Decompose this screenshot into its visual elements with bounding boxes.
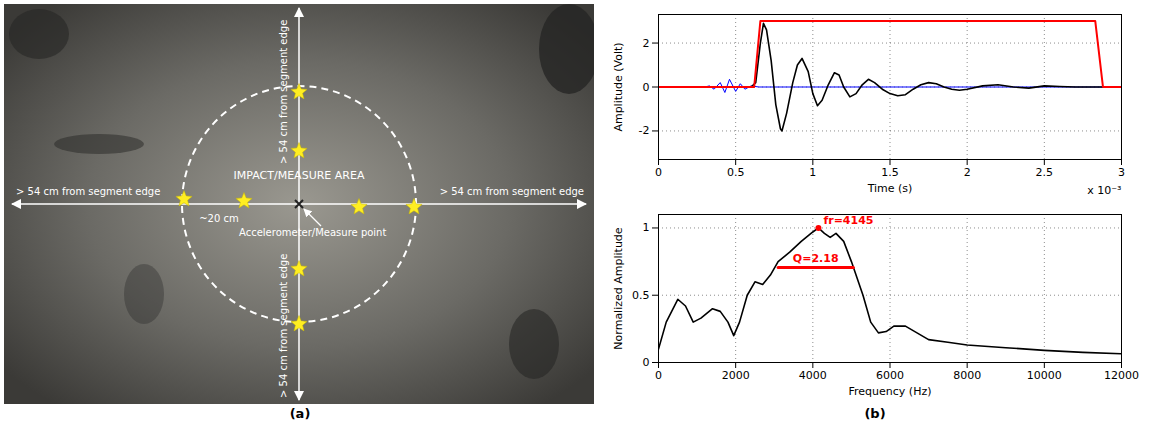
svg-text:> 54 cm from segment edge: > 54 cm from segment edge [278,20,289,164]
svg-text:2: 2 [964,166,971,179]
svg-text:Amplitude (Volt): Amplitude (Volt) [612,42,625,131]
svg-text:IMPACT/MEASURE AREA: IMPACT/MEASURE AREA [234,169,365,182]
svg-text:1: 1 [643,221,650,234]
svg-text:2.5: 2.5 [1036,166,1054,179]
svg-text:2000: 2000 [722,369,750,382]
svg-text:x 10⁻³: x 10⁻³ [1087,184,1121,197]
svg-text:> 54 cm from segment edge: > 54 cm from segment edge [16,186,160,197]
svg-text:1.5: 1.5 [881,166,899,179]
svg-text:-2: -2 [639,124,650,137]
html-text:(a): (a) [289,406,311,421]
svg-text:4000: 4000 [799,369,827,382]
svg-text:8000: 8000 [953,369,981,382]
svg-text:0.5: 0.5 [727,166,745,179]
svg-text:0: 0 [655,369,662,382]
svg-text:Accelerometer/Measure point: Accelerometer/Measure point [239,227,386,238]
svg-text:> 54 cm from segment edge: > 54 cm from segment edge [278,254,289,398]
svg-text:2: 2 [643,37,650,50]
svg-text:Frequency (Hz): Frequency (Hz) [849,385,932,398]
svg-text:0: 0 [655,166,662,179]
svg-text:12000: 12000 [1104,369,1139,382]
svg-text:> 54 cm from segment edge: > 54 cm from segment edge [440,186,584,197]
svg-text:0: 0 [643,356,650,369]
svg-text:Time (s): Time (s) [867,182,913,195]
svg-text:3: 3 [1118,166,1125,179]
svg-text:Q=2.18: Q=2.18 [793,252,839,265]
html-text:(b): (b) [864,406,886,421]
svg-text:0: 0 [643,81,650,94]
svg-text:10000: 10000 [1027,369,1062,382]
svg-text:fr=4145: fr=4145 [823,214,873,227]
svg-text:0.5: 0.5 [632,289,650,302]
svg-text:6000: 6000 [876,369,904,382]
svg-text:Normalized Amplitude: Normalized Amplitude [612,227,625,349]
svg-text:1: 1 [809,166,816,179]
svg-text:~20 cm: ~20 cm [199,213,239,224]
